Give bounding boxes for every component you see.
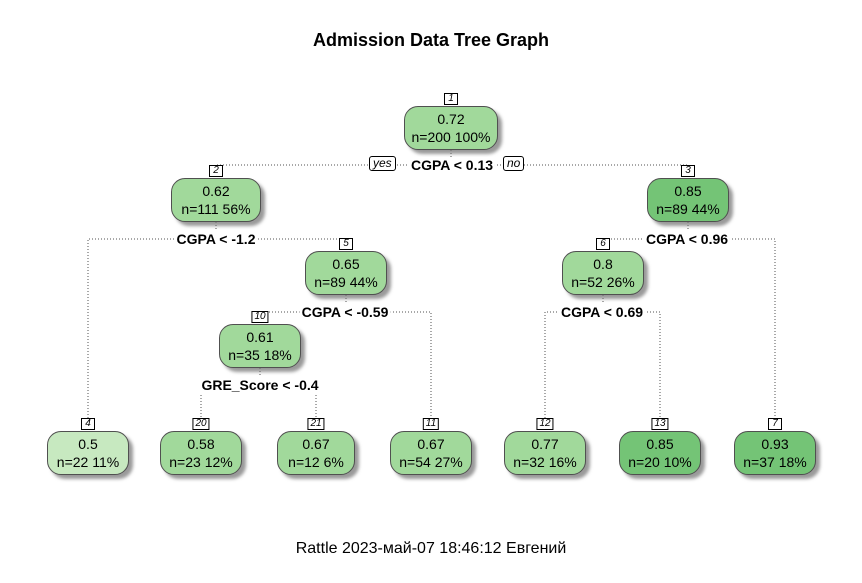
node-value: 0.85 — [646, 436, 674, 452]
edge-10-to-20 — [200, 384, 260, 419]
node-id-5: 5 — [339, 238, 353, 250]
node-id-6: 6 — [596, 238, 610, 250]
node-count: n=22 11% — [56, 454, 120, 470]
node-count: n=200 100% — [411, 129, 491, 145]
edge-5-to-11 — [345, 311, 432, 419]
tree-node-1: 0.72 n=200 100% — [404, 106, 498, 150]
node-value: 0.5 — [78, 436, 98, 452]
node-id-10: 10 — [251, 311, 269, 323]
node-value: 0.58 — [187, 436, 215, 452]
edge-6-to-12 — [544, 311, 602, 419]
node-value: 0.93 — [761, 436, 789, 452]
tree-node-11: 0.67 n=54 27% — [390, 431, 472, 475]
node-count: n=54 27% — [399, 454, 463, 470]
edge-6-to-13 — [602, 311, 661, 419]
node-count: n=111 56% — [181, 201, 251, 217]
node-count: n=20 10% — [628, 454, 692, 470]
node-id-20: 20 — [192, 418, 210, 430]
node-value: 0.62 — [202, 183, 230, 199]
no-branch-label: no — [503, 156, 525, 171]
split-rule-1: CGPA < 0.13 — [408, 157, 496, 173]
tree-node-3: 0.85 n=89 44% — [647, 178, 729, 222]
node-value: 0.65 — [332, 256, 360, 272]
node-value: 0.67 — [302, 436, 330, 452]
node-count: n=35 18% — [228, 347, 292, 363]
node-id-11: 11 — [422, 418, 440, 430]
node-count: n=23 12% — [169, 454, 233, 470]
tree-node-4: 0.5 n=22 11% — [47, 431, 129, 475]
node-id-13: 13 — [651, 418, 669, 430]
tree-node-5: 0.65 n=89 44% — [305, 251, 387, 295]
node-value: 0.72 — [437, 111, 465, 127]
node-id-12: 12 — [536, 418, 554, 430]
tree-node-21: 0.67 n=12 6% — [277, 431, 355, 475]
split-rule-10: GRE_Score < -0.4 — [199, 377, 321, 393]
tree-node-6: 0.8 n=52 26% — [562, 251, 644, 295]
tree-node-12: 0.77 n=32 16% — [504, 431, 586, 475]
split-rule-5: CGPA < -0.59 — [299, 304, 391, 320]
node-id-21: 21 — [307, 418, 325, 430]
node-id-4: 4 — [81, 418, 95, 430]
node-count: n=12 6% — [288, 454, 344, 470]
node-id-1: 1 — [444, 93, 458, 105]
edge-2-to-4 — [87, 238, 216, 419]
node-id-7: 7 — [768, 418, 782, 430]
split-rule-3: CGPA < 0.96 — [643, 231, 731, 247]
tree-node-2: 0.62 n=111 56% — [171, 178, 261, 222]
node-count: n=52 26% — [571, 274, 635, 290]
node-value: 0.85 — [674, 183, 702, 199]
tree-node-10: 0.61 n=35 18% — [219, 324, 301, 368]
node-value: 0.8 — [593, 256, 613, 272]
chart-title: Admission Data Tree Graph — [312, 30, 550, 50]
node-id-3: 3 — [681, 165, 695, 177]
split-rule-2: CGPA < -1.2 — [174, 231, 258, 247]
footer-caption: Rattle 2023-май-07 18:46:12 Евгений — [295, 540, 567, 557]
node-count: n=89 44% — [314, 274, 378, 290]
yes-branch-label: yes — [369, 156, 396, 171]
node-value: 0.61 — [246, 329, 274, 345]
tree-node-13: 0.85 n=20 10% — [619, 431, 701, 475]
edge-3-to-7 — [687, 238, 776, 419]
split-rule-6: CGPA < 0.69 — [558, 304, 646, 320]
tree-node-7: 0.93 n=37 18% — [734, 431, 816, 475]
node-value: 0.77 — [531, 436, 559, 452]
node-count: n=32 16% — [513, 454, 577, 470]
node-count: n=89 44% — [656, 201, 720, 217]
node-id-2: 2 — [209, 165, 223, 177]
node-value: 0.67 — [417, 436, 445, 452]
edge-1-to-3 — [452, 164, 689, 166]
tree-node-20: 0.58 n=23 12% — [160, 431, 242, 475]
node-count: n=37 18% — [743, 454, 807, 470]
